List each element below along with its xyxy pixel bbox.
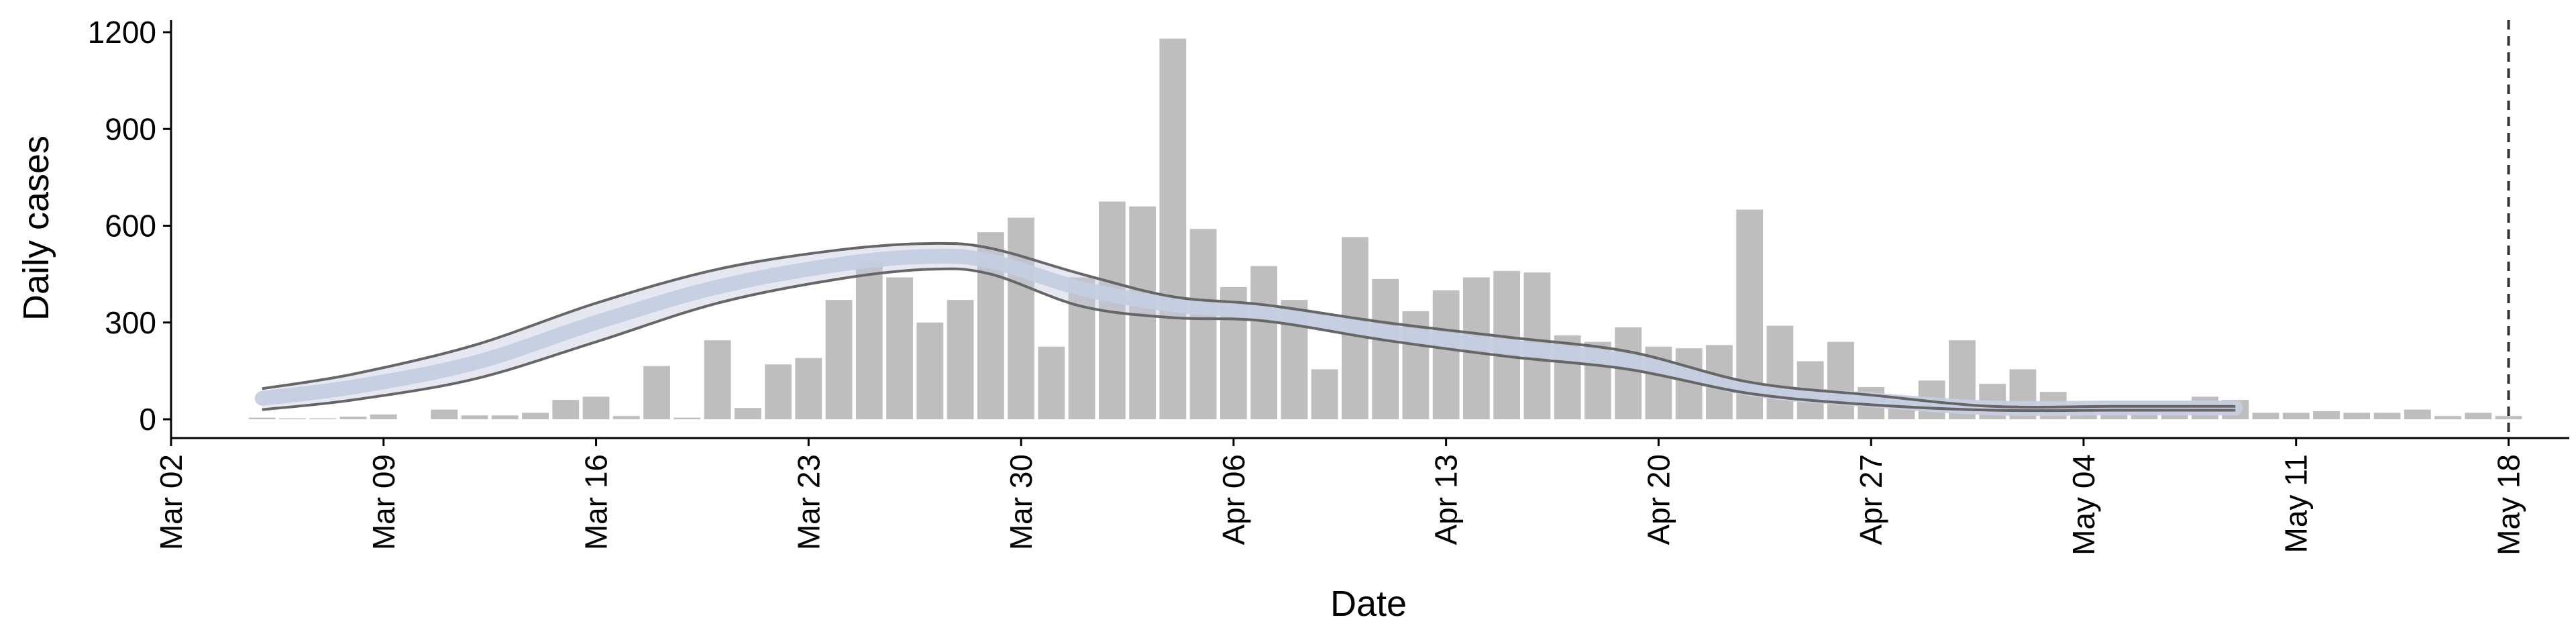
x-tick-label: Apr 27 (1854, 454, 1888, 545)
bar (2343, 413, 2371, 419)
bar (2404, 409, 2431, 419)
bar (2434, 416, 2461, 419)
bar (339, 417, 367, 419)
x-tick-label: Apr 06 (1216, 454, 1251, 545)
bar (1038, 346, 1065, 419)
x-tick-label: Mar 16 (579, 454, 614, 550)
bar (2252, 413, 2279, 419)
lower-bound-line (262, 267, 2236, 413)
bar (643, 366, 670, 419)
x-tick-label: Apr 13 (1429, 454, 1464, 545)
bar (1068, 277, 1095, 419)
x-tick-label: Mar 30 (1004, 454, 1038, 550)
model-band (254, 241, 2243, 417)
bar (522, 413, 549, 419)
y-tick-label: 900 (105, 111, 156, 146)
bar (431, 409, 458, 419)
bar (1129, 206, 1157, 419)
bar (2495, 416, 2522, 419)
x-tick-label: May 11 (2279, 454, 2314, 553)
y-tick-label: 0 (139, 402, 156, 437)
bar (612, 416, 640, 419)
bar (855, 261, 883, 419)
bar (1432, 290, 1460, 419)
x-axis-title: Date (1330, 584, 1407, 624)
y-tick-label: 300 (105, 305, 156, 340)
x-tick-label: May 18 (2491, 454, 2526, 555)
bar (2465, 413, 2492, 419)
y-tick-label: 600 (105, 209, 156, 244)
bar (1311, 369, 1338, 419)
daily-cases-bars (248, 38, 2522, 420)
bar (1008, 217, 1034, 419)
bar (947, 300, 974, 419)
y-tick-label: 1200 (88, 15, 156, 50)
bar (461, 415, 488, 419)
upper-bound-line (262, 241, 2236, 409)
x-tick-label: Apr 20 (1641, 454, 1676, 545)
bar (491, 415, 519, 419)
bar (370, 414, 397, 419)
x-tick-label: May 04 (2066, 454, 2101, 555)
bar (1372, 278, 1399, 419)
bar (1766, 325, 1794, 419)
bar (825, 300, 853, 419)
bar (704, 340, 731, 419)
bar (552, 400, 580, 419)
bar (886, 277, 913, 419)
bar (1827, 341, 1854, 419)
bar (582, 396, 610, 419)
bar (674, 417, 701, 419)
bar (2282, 413, 2310, 419)
axes: 0 300 600 900 1200 Mar 02 Mar 09 Mar 16 Mar 23 Ma… (88, 15, 2569, 555)
x-tick-label: Mar 23 (791, 454, 826, 550)
bar (1189, 229, 1217, 419)
bar (1615, 327, 1642, 419)
bar (1250, 266, 1278, 419)
bar (2373, 413, 2401, 419)
x-tick-label: Mar 02 (154, 454, 189, 550)
x-tick-label: Mar 09 (366, 454, 401, 550)
bar (248, 417, 276, 419)
bar (2313, 411, 2340, 419)
median-fit-line (254, 248, 2243, 417)
bar (734, 408, 761, 419)
bar (765, 364, 792, 419)
bar (1159, 38, 1187, 420)
bar (795, 358, 822, 419)
y-axis-title: Daily cases (16, 136, 56, 321)
bar (916, 322, 944, 419)
